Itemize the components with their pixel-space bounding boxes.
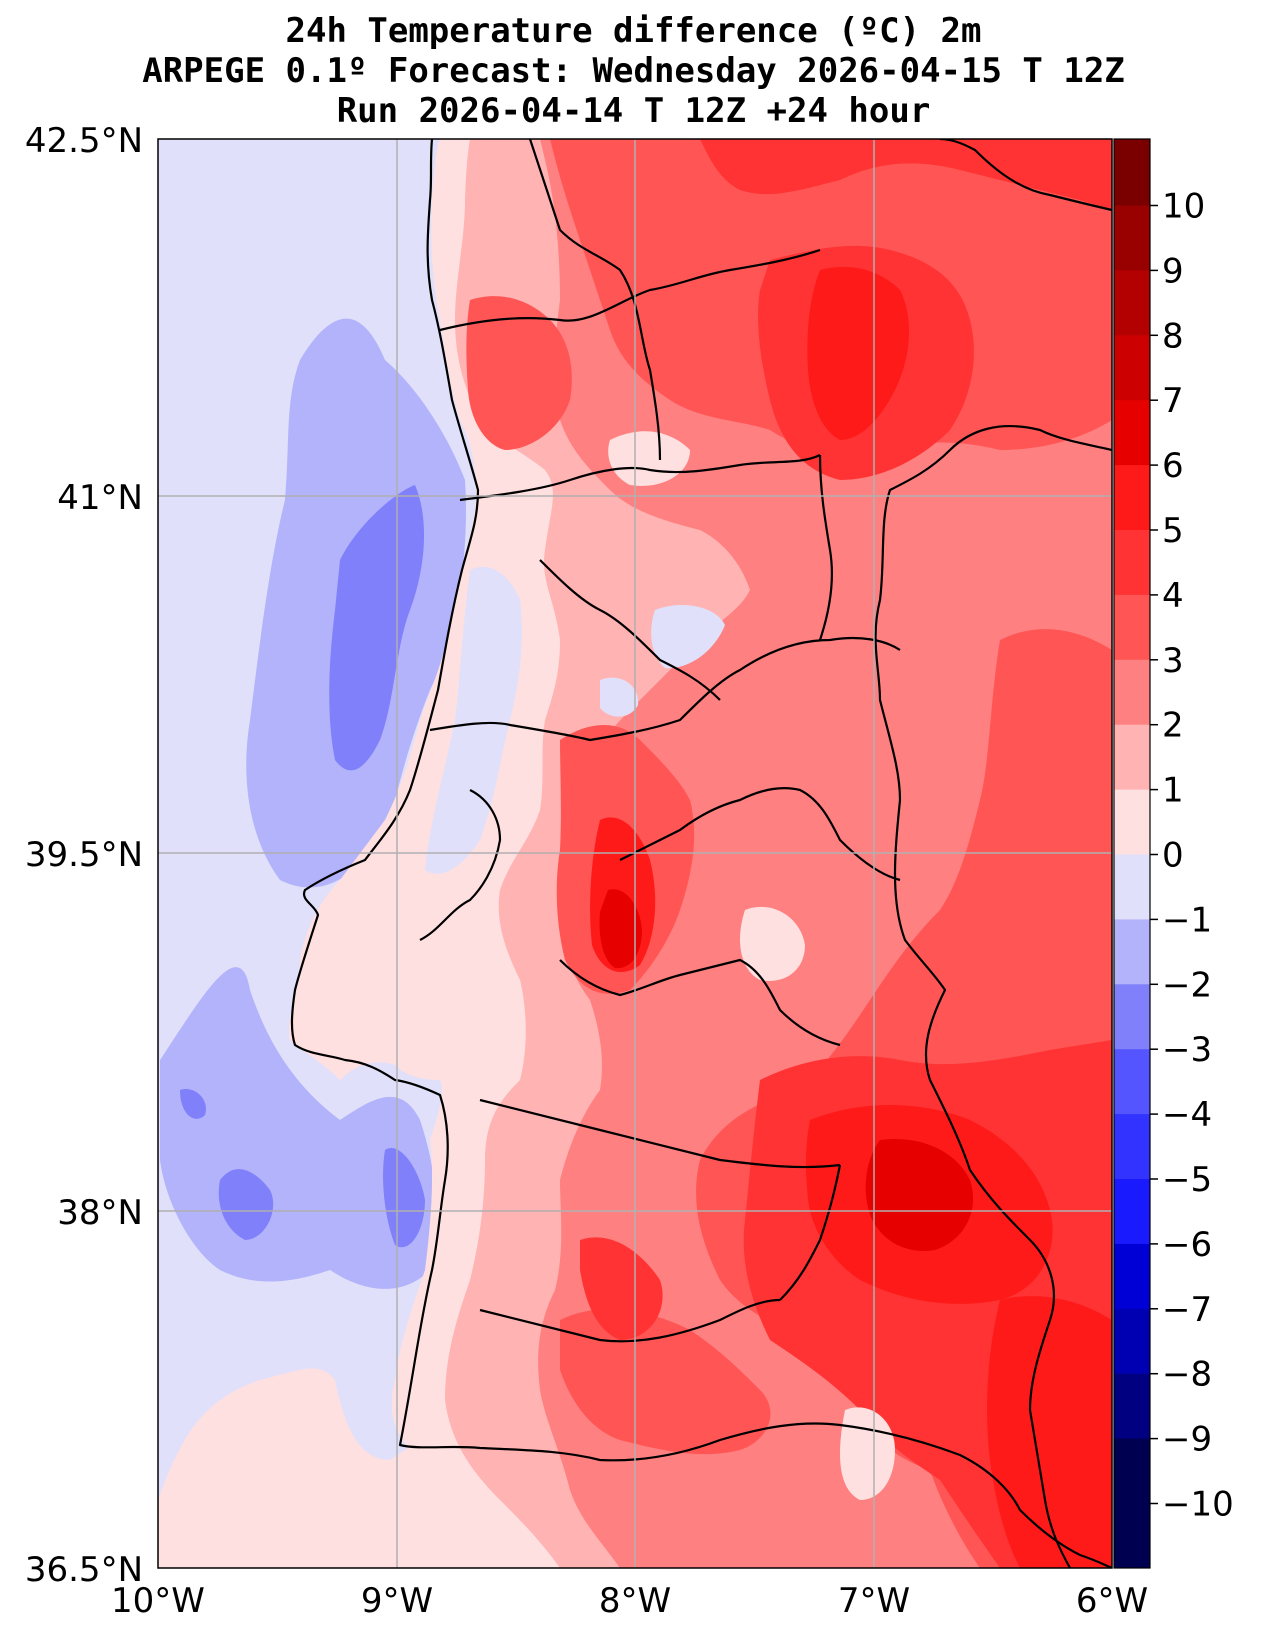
- colorbar-label: −2: [1162, 965, 1212, 1005]
- colorbar-swatch: [1114, 919, 1150, 985]
- colorbar-label: −3: [1162, 1030, 1212, 1070]
- colorbar-label: 6: [1162, 446, 1184, 486]
- cool-inland-patch-2: [600, 677, 639, 717]
- spain-border: [874, 139, 1112, 1568]
- colorbar-swatch: [1114, 984, 1150, 1050]
- cool-core-north: [329, 485, 425, 771]
- land-warm-3-nw: [466, 296, 572, 450]
- cool-core-south-1: [218, 1169, 274, 1240]
- cool-inland-patch-1: [651, 605, 725, 669]
- colorbar-label: −8: [1162, 1355, 1212, 1395]
- x-tick-label: 9°W: [361, 1581, 433, 1621]
- x-tick-label: 8°W: [599, 1581, 671, 1621]
- colorbar-swatch: [1114, 139, 1150, 206]
- colorbar-swatch: [1114, 1438, 1150, 1504]
- colorbar-label: −5: [1162, 1160, 1212, 1200]
- colorbar-swatch: [1114, 1179, 1150, 1245]
- district-border-7: [559, 958, 841, 1047]
- title-line-2: ARPEGE 0.1º Forecast: Wednesday 2026-04-…: [142, 51, 1125, 91]
- y-tick-label: 38°N: [57, 1193, 143, 1233]
- district-border-10: [479, 1298, 781, 1343]
- cool-core-south-3: [180, 1089, 206, 1119]
- colorbar-label: 9: [1162, 251, 1184, 291]
- colorbar-label: −9: [1162, 1420, 1212, 1460]
- colorbar-swatch: [1114, 205, 1150, 271]
- cool-core-south-2: [383, 1148, 425, 1248]
- colorbar-swatch: [1114, 530, 1150, 596]
- colorbar-label: 5: [1162, 511, 1184, 551]
- district-border-11: [779, 1164, 842, 1301]
- borders: [290, 139, 1112, 1568]
- colorbar-swatch: [1114, 1243, 1150, 1310]
- title-line-1: 24h Temperature difference (ºC) 2m: [285, 11, 982, 51]
- colorbar-swatch: [1114, 400, 1150, 466]
- colorbar-swatch: [1114, 1308, 1150, 1375]
- colorbar-label: 8: [1162, 316, 1184, 356]
- y-tick-label: 36.5°N: [25, 1550, 143, 1590]
- coastline: [290, 139, 1112, 1568]
- colorbar-swatch: [1114, 724, 1150, 791]
- land-warm-4-north: [560, 139, 1112, 210]
- colorbar-swatch: [1114, 594, 1150, 661]
- colorbar-label: −7: [1162, 1290, 1212, 1330]
- south-ocean-warm: [158, 1368, 520, 1568]
- colorbar-label: −4: [1162, 1095, 1212, 1135]
- district-border-5: [429, 636, 901, 742]
- y-axis-labels: 42.5°N 41°N 39.5°N 38°N 36.5°N: [25, 121, 143, 1590]
- land-warm-3-south: [560, 1309, 771, 1455]
- colorbar-swatch: [1114, 1049, 1150, 1115]
- y-tick-label: 41°N: [57, 478, 143, 518]
- colorbar-label: 10: [1162, 187, 1205, 227]
- colorbar-swatch: [1114, 270, 1150, 336]
- colorbar-label: −6: [1162, 1225, 1212, 1265]
- y-tick-label: 42.5°N: [25, 121, 143, 161]
- x-axis-labels: 10°W 9°W 8°W 7°W 6°W: [111, 1581, 1148, 1621]
- colorbar-swatch: [1114, 1503, 1150, 1569]
- land-warm-6-core-central: [599, 889, 642, 969]
- district-border-8: [619, 786, 901, 882]
- district-border-4: [539, 559, 721, 701]
- colorbar-swatch: [1114, 1114, 1150, 1180]
- colorbar-label: 4: [1162, 576, 1184, 616]
- colorbar-label: 3: [1162, 641, 1184, 681]
- x-tick-label: 7°W: [838, 1581, 910, 1621]
- colorbar-swatch: [1114, 1373, 1150, 1440]
- colorbar-swatch: [1114, 465, 1150, 531]
- x-tick-label: 10°W: [111, 1581, 205, 1621]
- pale-spot-lisbon-area: [740, 906, 805, 981]
- district-border-1: [459, 454, 821, 502]
- colorbar-label: 2: [1162, 706, 1184, 746]
- colorbar-swatch: [1114, 789, 1150, 855]
- district-border-9: [479, 1098, 841, 1169]
- district-border-2: [439, 248, 821, 332]
- colorbar-label: −10: [1162, 1485, 1234, 1525]
- colorbar-label: 7: [1162, 381, 1184, 421]
- district-border-6: [419, 789, 502, 941]
- land-warm-5-hotspot-north: [807, 266, 910, 440]
- cool-coastal-strip: [425, 566, 522, 874]
- x-tick-label: 6°W: [1076, 1581, 1148, 1621]
- map-frame: [157, 138, 1113, 1569]
- colorbar-frame: [1113, 138, 1151, 1569]
- pale-spot-algarve: [840, 1407, 895, 1500]
- gridlines: [158, 139, 1112, 1568]
- colorbar-label: 0: [1162, 836, 1184, 876]
- colorbar-label: 1: [1162, 771, 1184, 811]
- colorbar-swatch: [1114, 335, 1150, 401]
- y-tick-label: 39.5°N: [25, 835, 143, 875]
- land-warm-6-core-south: [865, 1139, 974, 1251]
- colorbar-swatch: [1114, 659, 1150, 726]
- district-border-3: [528, 139, 662, 461]
- land-warm-4-sw: [580, 1237, 663, 1340]
- colorbar-swatch: [1114, 854, 1150, 920]
- district-border-12: [818, 454, 834, 641]
- land-warm-5-southeast: [987, 1296, 1112, 1568]
- title-line-3: Run 2026-04-14 T 12Z +24 hour: [336, 91, 931, 131]
- colorbar-label: −1: [1162, 900, 1212, 940]
